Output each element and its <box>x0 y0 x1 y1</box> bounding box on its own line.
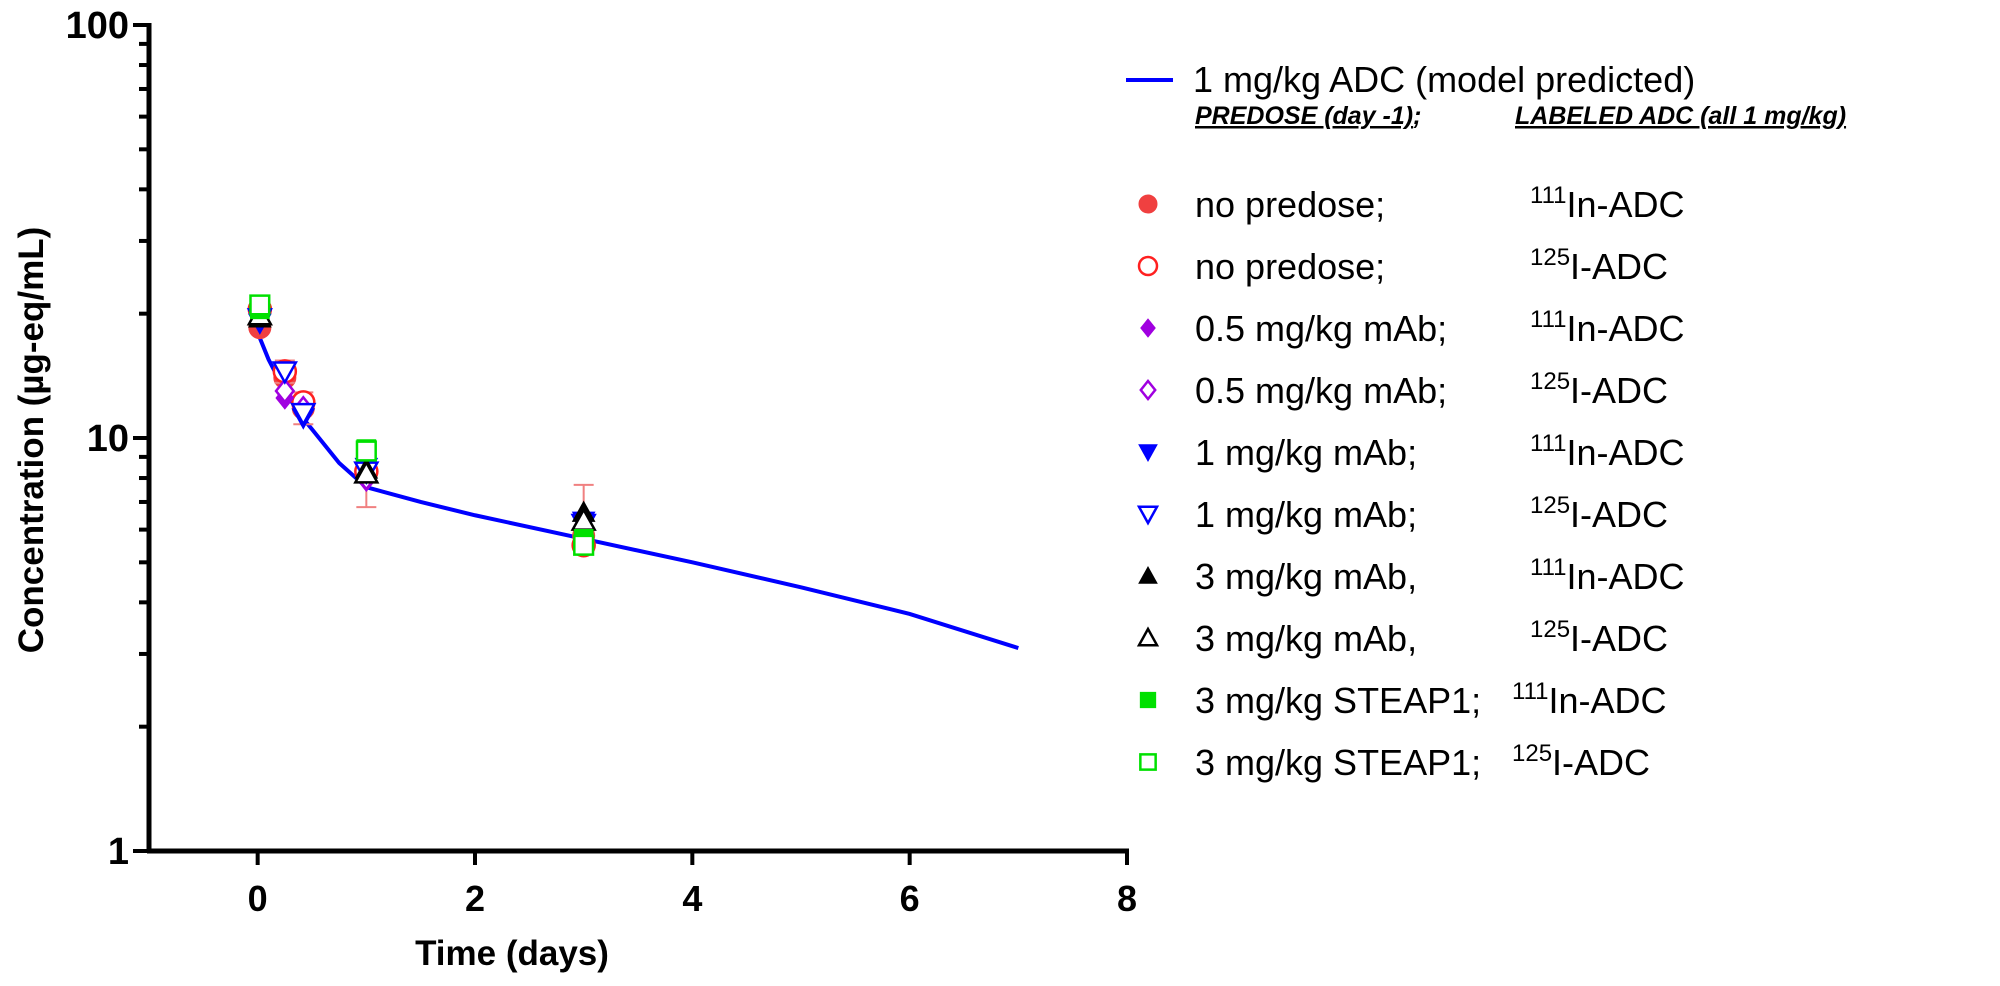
legend-isotope-label: 111In-ADC <box>1512 678 1667 721</box>
legend-predose-label: 1 mg/kg mAb; <box>1195 432 1417 473</box>
legend-marker-triangle-down <box>1138 444 1158 463</box>
legend-isotope-label: 111In-ADC <box>1530 182 1685 225</box>
model-predicted-line <box>255 331 1019 650</box>
legend-marker-circle <box>1137 255 1159 277</box>
x-tick-label: 2 <box>465 878 485 919</box>
series-1 <box>247 296 596 558</box>
legend-marker-square <box>1139 691 1157 709</box>
legend-predose-label: 3 mg/kg mAb, <box>1195 618 1417 659</box>
legend-item: 3 mg/kg mAb, 111In-ADC <box>1138 554 1685 597</box>
data-point <box>274 377 296 404</box>
legend-isotope-label: 111In-ADC <box>1530 306 1685 349</box>
y-tick-label: 1 <box>108 831 129 873</box>
legend-isotope-label: 125I-ADC <box>1530 244 1668 287</box>
data-point <box>290 402 317 427</box>
legend-marker-triangle-down <box>1136 505 1160 526</box>
legend-predose-label: 0.5 mg/kg mAb; <box>1195 308 1447 349</box>
y-tick-label: 100 <box>66 5 129 47</box>
legend-marker-circle <box>1138 194 1158 214</box>
data-point <box>353 460 380 484</box>
legend-predose-label: 3 mg/kg STEAP1; <box>1195 680 1481 721</box>
series-9 <box>249 294 595 556</box>
legend-item: no predose; 111In-ADC <box>1138 182 1685 225</box>
legend-predose-label: no predose; <box>1195 246 1385 287</box>
x-tick-label: 0 <box>248 878 268 919</box>
x-tick-label: 6 <box>900 878 920 919</box>
series-4 <box>247 313 596 533</box>
y-axis-label: Concentration (µg-eq/mL) <box>12 227 51 654</box>
series-0 <box>248 316 596 548</box>
x-tick-label: 8 <box>1117 878 1137 919</box>
legend-marker-square <box>1139 753 1157 771</box>
data-point <box>271 361 298 385</box>
legend-predose-label: 3 mg/kg STEAP1; <box>1195 742 1481 783</box>
legend-isotope-label: 111In-ADC <box>1530 554 1685 597</box>
legend-item: no predose; 125I-ADC <box>1137 244 1668 287</box>
legend-marker-diamond <box>1139 378 1157 402</box>
legend-marker-triangle-up <box>1136 626 1160 647</box>
legend-item: 3 mg/kg mAb, 125I-ADC <box>1136 616 1668 659</box>
data-point <box>355 440 377 462</box>
legend-predose-label: no predose; <box>1195 184 1385 225</box>
x-axis-label: Time (days) <box>415 934 609 973</box>
legend-item: 3 mg/kg STEAP1; 125I-ADC <box>1139 740 1650 783</box>
legend-predose-label: 3 mg/kg mAb, <box>1195 556 1417 597</box>
legend-marker-triangle-up <box>1138 565 1158 584</box>
legend-item: 0.5 mg/kg mAb; 125I-ADC <box>1139 368 1668 411</box>
legend-predose-label: 0.5 mg/kg mAb; <box>1195 370 1447 411</box>
legend-predose-label: 1 mg/kg mAb; <box>1195 494 1417 535</box>
legend-item: 1 mg/kg mAb; 125I-ADC <box>1136 492 1668 535</box>
legend-item: 3 mg/kg STEAP1; 111In-ADC <box>1139 678 1667 721</box>
legend-isotope-label: 125I-ADC <box>1530 616 1668 659</box>
y-tick-label: 10 <box>87 418 129 460</box>
legend-isotope-label: 125I-ADC <box>1530 368 1668 411</box>
legend-item: 0.5 mg/kg mAb; 111In-ADC <box>1140 306 1685 349</box>
legend: 1 mg/kg ADC (model predicted)PREDOSE (da… <box>1126 59 1846 783</box>
legend-isotope-label: 111In-ADC <box>1530 430 1685 473</box>
x-tick-label: 4 <box>682 878 702 919</box>
legend-item: 1 mg/kg mAb; 111In-ADC <box>1138 430 1685 473</box>
plot-area <box>246 294 1019 650</box>
legend-isotope-label: 125I-ADC <box>1512 740 1650 783</box>
legend-header-predose: PREDOSE (day -1); <box>1195 102 1421 130</box>
legend-isotope-label: 125I-ADC <box>1530 492 1668 535</box>
legend-marker-diamond <box>1140 318 1156 338</box>
axes: 1 10 100 0 2 4 6 8 <box>66 5 1137 919</box>
data-point <box>573 534 595 556</box>
data-point <box>249 294 271 316</box>
legend-model-label: 1 mg/kg ADC (model predicted) <box>1193 59 1695 100</box>
legend-header-labeled-adc: LABELED ADC (all 1 mg/kg) <box>1515 102 1846 130</box>
